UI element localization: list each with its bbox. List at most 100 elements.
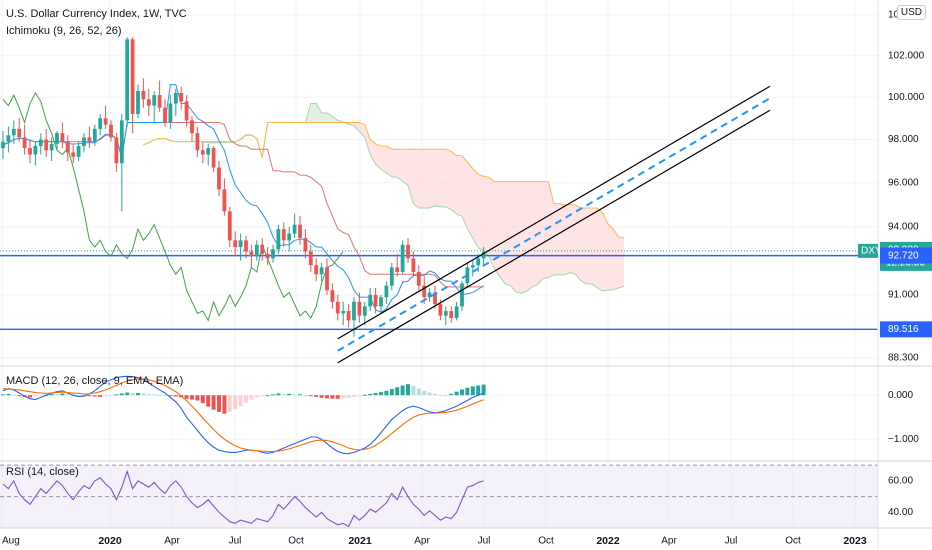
- candle-body[interactable]: [330, 290, 335, 302]
- candle-body[interactable]: [206, 148, 211, 155]
- candle-body[interactable]: [443, 311, 448, 316]
- candle-body[interactable]: [136, 90, 140, 115]
- candle-body[interactable]: [406, 244, 410, 259]
- candle-body[interactable]: [173, 93, 178, 104]
- candle-body[interactable]: [395, 267, 400, 272]
- candle-body[interactable]: [211, 148, 216, 168]
- candle-body[interactable]: [416, 271, 421, 286]
- candle-body[interactable]: [103, 118, 108, 125]
- candle-body[interactable]: [87, 137, 92, 142]
- candle-body[interactable]: [454, 306, 459, 319]
- candle-body[interactable]: [287, 233, 292, 241]
- candle-body[interactable]: [1, 141, 5, 149]
- candle-body[interactable]: [281, 229, 286, 241]
- candle-body[interactable]: [368, 294, 373, 307]
- candle-body[interactable]: [357, 301, 362, 316]
- candle-body[interactable]: [125, 39, 130, 121]
- candle-body[interactable]: [481, 251, 486, 259]
- ichimoku-legend[interactable]: Ichimoku (9, 26, 52, 26): [6, 25, 122, 37]
- candle-body[interactable]: [44, 139, 49, 151]
- candle-body[interactable]: [17, 128, 22, 138]
- candle-body[interactable]: [249, 251, 254, 257]
- currency-button[interactable]: USD: [896, 5, 926, 20]
- candle-body[interactable]: [38, 139, 43, 146]
- time-axis[interactable]: Aug 2020 Apr Jul Oct 2021 Apr Jul Oct 2022 Apr Jul O…: [2, 535, 867, 547]
- candle-body[interactable]: [49, 143, 54, 151]
- candle-body[interactable]: [217, 167, 221, 190]
- candle-body[interactable]: [433, 292, 437, 305]
- candle-body[interactable]: [308, 251, 313, 266]
- candle-body[interactable]: [379, 297, 383, 307]
- candle-body[interactable]: [28, 148, 32, 155]
- candle-body[interactable]: [271, 249, 275, 259]
- candle-body[interactable]: [152, 95, 157, 106]
- candle-body[interactable]: [260, 244, 265, 254]
- channel-lower-line[interactable]: [337, 109, 771, 364]
- candle-body[interactable]: [362, 306, 367, 316]
- candle-body[interactable]: [109, 124, 113, 138]
- candle-body[interactable]: [373, 294, 378, 307]
- candle-body[interactable]: [11, 128, 16, 136]
- candle-body[interactable]: [119, 120, 124, 164]
- candle-body[interactable]: [319, 267, 324, 275]
- candle-body[interactable]: [352, 301, 356, 321]
- candle-body[interactable]: [200, 150, 205, 155]
- candle-body[interactable]: [184, 101, 189, 121]
- candle-body[interactable]: [244, 240, 248, 252]
- candle-body[interactable]: [65, 141, 70, 153]
- candle-body[interactable]: [146, 99, 151, 106]
- candle-body[interactable]: [400, 244, 405, 272]
- candle-body[interactable]: [227, 211, 232, 241]
- candle-body[interactable]: [276, 229, 281, 250]
- hline-price-tag[interactable]: [880, 247, 932, 264]
- candle-body[interactable]: [233, 240, 238, 248]
- channel[interactable]: [337, 85, 771, 364]
- candle-body[interactable]: [55, 133, 59, 144]
- candle-body[interactable]: [179, 93, 184, 102]
- candle-body[interactable]: [130, 39, 135, 115]
- macd-legend[interactable]: MACD (12, 26, close, 9, EMA, EMA): [6, 375, 184, 387]
- candle-body[interactable]: [22, 137, 27, 149]
- candle-body[interactable]: [303, 238, 308, 252]
- candle-body[interactable]: [163, 107, 167, 123]
- candle-body[interactable]: [449, 311, 454, 319]
- candle-body[interactable]: [254, 244, 259, 257]
- candle-body[interactable]: [82, 137, 86, 146]
- candle-body[interactable]: [92, 128, 97, 142]
- candle-body[interactable]: [460, 283, 464, 307]
- candle-body[interactable]: [438, 304, 443, 316]
- channel-upper-line[interactable]: [337, 85, 771, 340]
- candle-body[interactable]: [238, 240, 243, 248]
- candle-body[interactable]: [141, 90, 146, 100]
- symbol-tag[interactable]: [858, 243, 878, 258]
- candle-body[interactable]: [314, 265, 319, 275]
- candle-body[interactable]: [6, 135, 11, 142]
- candle-body[interactable]: [195, 133, 200, 151]
- candle-body[interactable]: [335, 301, 340, 314]
- hline-price-tag[interactable]: [880, 321, 932, 338]
- candle-body[interactable]: [427, 292, 432, 298]
- candle-body[interactable]: [292, 224, 297, 234]
- candle-body[interactable]: [298, 224, 302, 239]
- candle-body[interactable]: [265, 253, 270, 259]
- candle-body[interactable]: [422, 285, 427, 298]
- candle-body[interactable]: [168, 103, 173, 123]
- candle-body[interactable]: [346, 311, 351, 321]
- candle-body[interactable]: [98, 118, 103, 129]
- candle-body[interactable]: [411, 258, 416, 272]
- candle-body[interactable]: [389, 267, 394, 286]
- candle-body[interactable]: [33, 145, 38, 155]
- candle-body[interactable]: [384, 285, 389, 298]
- candle-body[interactable]: [476, 258, 481, 266]
- candle-body[interactable]: [470, 265, 475, 268]
- candle-body[interactable]: [157, 95, 162, 108]
- candle-body[interactable]: [60, 133, 65, 142]
- candle-body[interactable]: [222, 189, 227, 212]
- candle-body[interactable]: [190, 120, 194, 134]
- rsi-legend[interactable]: RSI (14, close): [6, 466, 79, 478]
- candle-body[interactable]: [76, 145, 81, 157]
- candles[interactable]: [1, 37, 486, 337]
- price-axis[interactable]: 104.000102.000100.00098.00096.00094.0009…: [858, 10, 932, 518]
- candle-body[interactable]: [71, 152, 76, 157]
- candle-body[interactable]: [325, 267, 329, 291]
